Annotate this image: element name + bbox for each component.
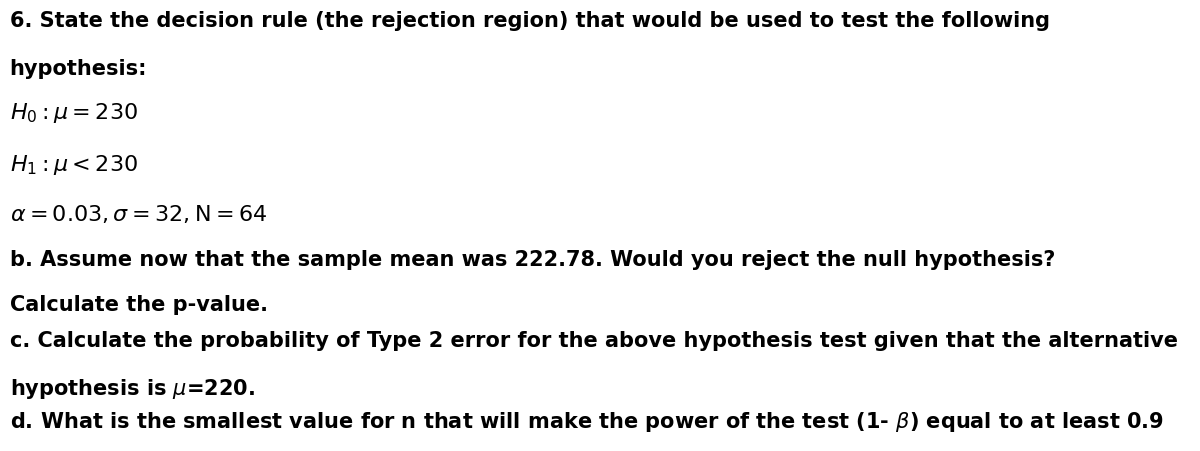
Text: $\alpha = 0.03, \sigma = 32, \mathrm{N} = 64$: $\alpha = 0.03, \sigma = 32, \mathrm{N} …: [10, 204, 266, 226]
Text: $\mathit{H}_0 : \mu = 230$: $\mathit{H}_0 : \mu = 230$: [10, 101, 138, 125]
Text: Calculate the p-value.: Calculate the p-value.: [10, 295, 268, 315]
Text: c. Calculate the probability of Type 2 error for the above hypothesis test given: c. Calculate the probability of Type 2 e…: [10, 331, 1177, 351]
Text: hypothesis is $\mu$=220.: hypothesis is $\mu$=220.: [10, 377, 254, 400]
Text: b. Assume now that the sample mean was 222.78. Would you reject the null hypothe: b. Assume now that the sample mean was 2…: [10, 250, 1055, 270]
Text: d. What is the smallest value for n that will make the power of the test (1- $\b: d. What is the smallest value for n that…: [10, 410, 1164, 434]
Text: 6. State the decision rule (the rejection region) that would be used to test the: 6. State the decision rule (the rejectio…: [10, 11, 1050, 31]
Text: $\mathit{H}_1 : \mu < 230$: $\mathit{H}_1 : \mu < 230$: [10, 153, 138, 177]
Text: hypothesis:: hypothesis:: [10, 59, 148, 78]
